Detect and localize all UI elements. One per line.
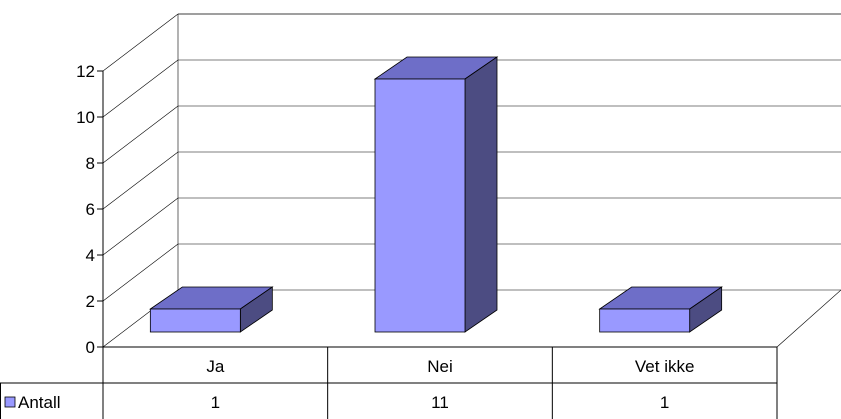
data-table: Ja 1 Nei 11 Vet ikke 1 Antall: [0, 346, 778, 419]
y-tick-label: 12: [76, 62, 95, 81]
y-tick-label: 10: [76, 108, 95, 127]
bar-front-face: [374, 78, 466, 333]
bar-nei: [373, 56, 499, 333]
bar-front-face: [599, 308, 691, 333]
category-label: Vet ikke: [635, 357, 695, 376]
category-label: Ja: [206, 357, 225, 376]
gridlines: [102, 13, 841, 348]
table-value-cell: 11: [431, 393, 449, 412]
bar-side-face: [464, 56, 498, 333]
table-value-cell: 1: [211, 393, 220, 412]
bar-front-face: [149, 308, 241, 333]
gridline-diagonal: [102, 243, 179, 302]
bar-ja: [149, 286, 274, 333]
y-tick-label: 0: [86, 338, 95, 357]
table-value-cell: 1: [660, 393, 669, 412]
category-label: Nei: [427, 357, 453, 376]
legend-label: Antall: [18, 393, 61, 412]
legend-swatch: [4, 396, 16, 408]
gridline-diagonal: [102, 197, 179, 256]
y-axis: 0 2 4 6 8 10 12: [76, 62, 104, 357]
gridline-diagonal: [102, 59, 179, 118]
y-tick-label: 4: [86, 246, 95, 265]
floor-right-edge: [776, 289, 841, 348]
bars: [149, 56, 723, 333]
y-tick-label: 6: [86, 200, 95, 219]
bar-vet-ikke: [598, 286, 723, 333]
y-tick-label: 8: [86, 154, 95, 173]
gridline-diagonal: [102, 13, 179, 72]
gridline-diagonal: [102, 151, 179, 210]
y-tick-label: 2: [86, 292, 95, 311]
gridline-diagonal: [102, 105, 179, 164]
